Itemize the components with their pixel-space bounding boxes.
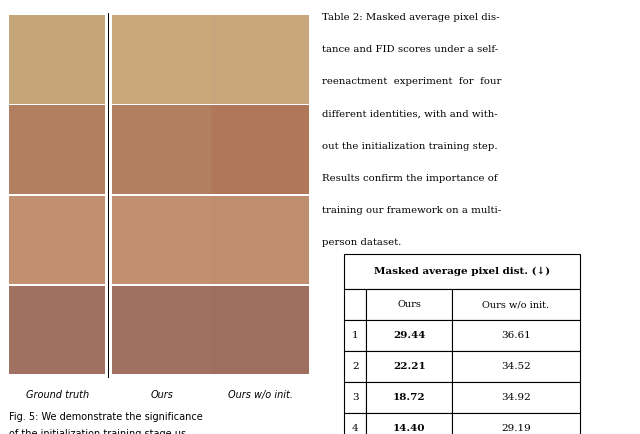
Bar (10, 195, 105, 284)
Text: reenactment  experiment  for  four: reenactment experiment for four (322, 77, 501, 86)
Bar (211, 15, 309, 104)
Bar (344, 382, 367, 413)
Bar (211, 286, 309, 374)
Bar (10, 286, 105, 374)
Bar (344, 351, 367, 382)
Bar (452, 382, 580, 413)
Text: Ours w/o init.: Ours w/o init. (483, 300, 550, 309)
Bar (344, 253, 580, 289)
Text: out the initialization training step.: out the initialization training step. (322, 142, 497, 151)
Bar (211, 195, 309, 284)
Bar (113, 15, 211, 104)
Text: Ours: Ours (397, 300, 421, 309)
Text: Ours: Ours (150, 390, 173, 400)
Bar (113, 195, 211, 284)
Bar (367, 320, 452, 351)
Bar (452, 351, 580, 382)
Text: Results confirm the importance of: Results confirm the importance of (322, 174, 497, 183)
Text: 22.21: 22.21 (393, 362, 426, 371)
Bar (452, 320, 580, 351)
Text: 4: 4 (352, 424, 358, 433)
Text: 1: 1 (352, 331, 358, 340)
Text: training our framework on a multi-: training our framework on a multi- (322, 206, 501, 215)
Bar (367, 413, 452, 434)
Bar (113, 105, 211, 194)
Bar (367, 351, 452, 382)
Bar (211, 105, 309, 194)
Text: person dataset.: person dataset. (322, 239, 401, 247)
Text: Table 2: Masked average pixel dis-: Table 2: Masked average pixel dis- (322, 13, 499, 22)
Text: tance and FID scores under a self-: tance and FID scores under a self- (322, 45, 498, 54)
Bar (344, 413, 367, 434)
Bar (10, 15, 105, 104)
Text: of the initialization training stage us-: of the initialization training stage us- (10, 429, 190, 434)
Text: Ground truth: Ground truth (26, 390, 89, 400)
Text: 29.44: 29.44 (393, 331, 426, 340)
Text: 36.61: 36.61 (501, 331, 531, 340)
Text: 3: 3 (352, 393, 358, 402)
Text: 2: 2 (352, 362, 358, 371)
Bar (113, 286, 211, 374)
Text: 29.19: 29.19 (501, 424, 531, 433)
Text: Masked average pixel dist. (↓): Masked average pixel dist. (↓) (374, 266, 550, 276)
Text: different identities, with and with-: different identities, with and with- (322, 109, 497, 118)
Bar (367, 382, 452, 413)
Bar (367, 289, 452, 320)
Bar (452, 289, 580, 320)
Bar (344, 320, 367, 351)
FancyArrow shape (108, 13, 109, 378)
Bar (452, 413, 580, 434)
Text: 34.92: 34.92 (501, 393, 531, 402)
Text: 18.72: 18.72 (393, 393, 426, 402)
Bar (10, 105, 105, 194)
Text: Fig. 5: We demonstrate the significance: Fig. 5: We demonstrate the significance (10, 412, 203, 422)
Bar (344, 289, 367, 320)
Text: Ours w/o init.: Ours w/o init. (228, 390, 292, 400)
Text: 14.40: 14.40 (393, 424, 426, 433)
Text: 34.52: 34.52 (501, 362, 531, 371)
